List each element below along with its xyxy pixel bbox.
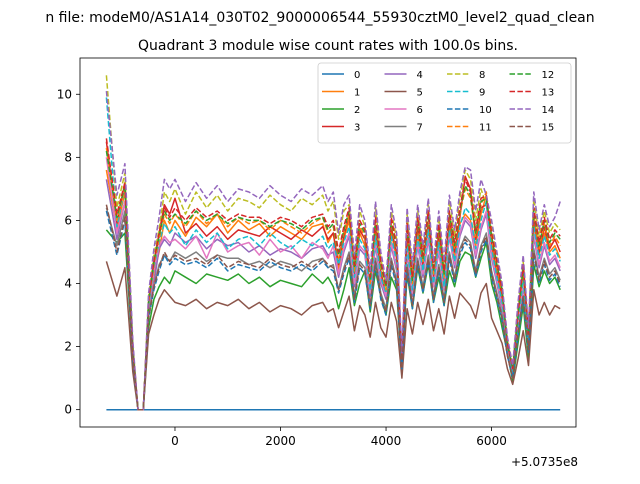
y-tick-label: 4 — [64, 277, 72, 291]
legend-label-11: 11 — [479, 123, 492, 134]
legend-label-2: 2 — [354, 105, 360, 116]
legend-label-3: 3 — [354, 123, 360, 134]
legend-label-9: 9 — [479, 88, 485, 99]
legend-label-6: 6 — [417, 105, 423, 116]
legend-label-4: 4 — [417, 70, 423, 81]
series-line-11 — [105, 147, 561, 411]
x-tick-label: 0 — [171, 434, 179, 448]
y-tick-label: 8 — [64, 150, 72, 164]
legend-label-12: 12 — [542, 70, 555, 81]
y-tick-label: 10 — [57, 87, 72, 101]
series-line-5 — [105, 261, 561, 411]
legend-box — [317, 62, 572, 144]
legend-label-15: 15 — [542, 123, 555, 134]
y-tick-label: 0 — [64, 403, 72, 417]
series-line-15 — [105, 204, 561, 411]
axes-frame — [79, 57, 577, 428]
series-line-9 — [105, 97, 561, 411]
plot-area — [105, 75, 561, 411]
figure-suptitle: n file: modeM0/AS1A14_030T02_9000006544_… — [45, 10, 594, 26]
legend-label-0: 0 — [354, 70, 360, 81]
y-tick-label: 2 — [64, 340, 72, 354]
series-line-13 — [105, 138, 561, 411]
legend-label-14: 14 — [542, 105, 555, 116]
series-line-2 — [105, 229, 561, 411]
y-tick-label: 6 — [64, 213, 72, 227]
legend-label-8: 8 — [479, 70, 485, 81]
legend-label-13: 13 — [542, 88, 555, 99]
legend-label-5: 5 — [417, 88, 423, 99]
chart-title: Quadrant 3 module wise count rates with … — [138, 38, 518, 54]
legend-label-1: 1 — [354, 88, 360, 99]
x-tick-label: 6000 — [476, 434, 507, 448]
x-tick-label: 4000 — [371, 434, 402, 448]
series-line-14 — [105, 91, 561, 411]
legend-label-7: 7 — [417, 123, 423, 134]
x-offset-label: +5.0735e8 — [511, 455, 578, 469]
legend-label-10: 10 — [479, 105, 492, 116]
x-tick-label: 2000 — [265, 434, 296, 448]
